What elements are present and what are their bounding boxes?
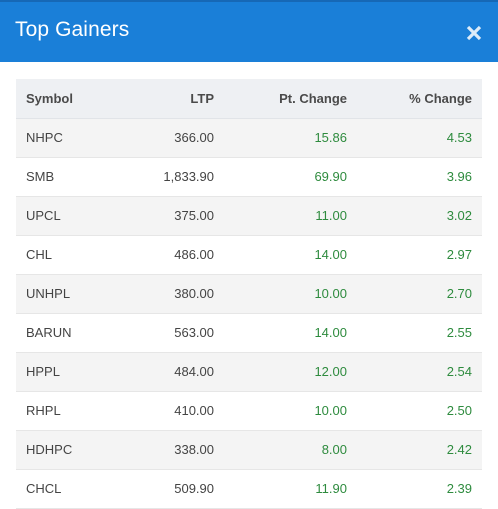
- ltp-cell: 375.00: [136, 196, 214, 236]
- pct-change-cell: 2.50: [347, 391, 482, 431]
- symbol-cell: SMB: [16, 157, 136, 197]
- ltp-cell: 486.00: [136, 235, 214, 275]
- table-row[interactable]: HDHPC 338.00 8.00 2.42: [16, 430, 482, 470]
- table-row[interactable]: UNHPL 380.00 10.00 2.70: [16, 274, 482, 314]
- pt-change-cell: 10.00: [214, 391, 347, 431]
- table-row[interactable]: RHPL 410.00 10.00 2.50: [16, 391, 482, 431]
- column-header-pt-change[interactable]: Pt. Change: [214, 79, 347, 119]
- symbol-cell: HPPL: [16, 352, 136, 392]
- close-icon[interactable]: [463, 22, 485, 44]
- modal-title: Top Gainers: [15, 18, 130, 41]
- symbol-cell: CHCL: [16, 469, 136, 509]
- pt-change-cell: 14.00: [214, 313, 347, 353]
- gainers-table: Symbol LTP Pt. Change % Change NHPC 366.0…: [16, 79, 482, 509]
- table-row[interactable]: SMB 1,833.90 69.90 3.96: [16, 157, 482, 197]
- pct-change-cell: 2.70: [347, 274, 482, 314]
- pct-change-cell: 3.02: [347, 196, 482, 236]
- column-header-symbol[interactable]: Symbol: [16, 79, 136, 119]
- table-body: NHPC 366.00 15.86 4.53 SMB 1,833.90 69.90 3.96 U…: [16, 118, 482, 509]
- pt-change-cell: 14.00: [214, 235, 347, 275]
- ltp-cell: 509.90: [136, 469, 214, 509]
- pct-change-cell: 2.97: [347, 235, 482, 275]
- symbol-cell: UNHPL: [16, 274, 136, 314]
- ltp-cell: 338.00: [136, 430, 214, 470]
- symbol-cell: UPCL: [16, 196, 136, 236]
- pct-change-cell: 2.54: [347, 352, 482, 392]
- ltp-cell: 380.00: [136, 274, 214, 314]
- pt-change-cell: 11.90: [214, 469, 347, 509]
- pct-change-cell: 2.39: [347, 469, 482, 509]
- symbol-cell: BARUN: [16, 313, 136, 353]
- symbol-cell: RHPL: [16, 391, 136, 431]
- gainers-table-container: Symbol LTP Pt. Change % Change NHPC 366.0…: [16, 79, 482, 509]
- pct-change-cell: 3.96: [347, 157, 482, 197]
- pct-change-cell: 4.53: [347, 118, 482, 158]
- table-header-row: Symbol LTP Pt. Change % Change: [16, 79, 482, 119]
- column-header-pct-change[interactable]: % Change: [347, 79, 482, 119]
- table-row[interactable]: CHCL 509.90 11.90 2.39: [16, 469, 482, 509]
- pt-change-cell: 10.00: [214, 274, 347, 314]
- pct-change-cell: 2.42: [347, 430, 482, 470]
- table-row[interactable]: CHL 486.00 14.00 2.97: [16, 235, 482, 275]
- modal-header: Top Gainers: [0, 0, 498, 62]
- table-row[interactable]: NHPC 366.00 15.86 4.53: [16, 118, 482, 158]
- pt-change-cell: 15.86: [214, 118, 347, 158]
- ltp-cell: 563.00: [136, 313, 214, 353]
- ltp-cell: 484.00: [136, 352, 214, 392]
- symbol-cell: HDHPC: [16, 430, 136, 470]
- pt-change-cell: 8.00: [214, 430, 347, 470]
- pct-change-cell: 2.55: [347, 313, 482, 353]
- pt-change-cell: 69.90: [214, 157, 347, 197]
- symbol-cell: CHL: [16, 235, 136, 275]
- table-row[interactable]: UPCL 375.00 11.00 3.02: [16, 196, 482, 236]
- symbol-cell: NHPC: [16, 118, 136, 158]
- table-row[interactable]: BARUN 563.00 14.00 2.55: [16, 313, 482, 353]
- ltp-cell: 1,833.90: [136, 157, 214, 197]
- pt-change-cell: 12.00: [214, 352, 347, 392]
- column-header-ltp[interactable]: LTP: [136, 79, 214, 119]
- ltp-cell: 410.00: [136, 391, 214, 431]
- close-button[interactable]: [463, 22, 485, 44]
- ltp-cell: 366.00: [136, 118, 214, 158]
- pt-change-cell: 11.00: [214, 196, 347, 236]
- table-row[interactable]: HPPL 484.00 12.00 2.54: [16, 352, 482, 392]
